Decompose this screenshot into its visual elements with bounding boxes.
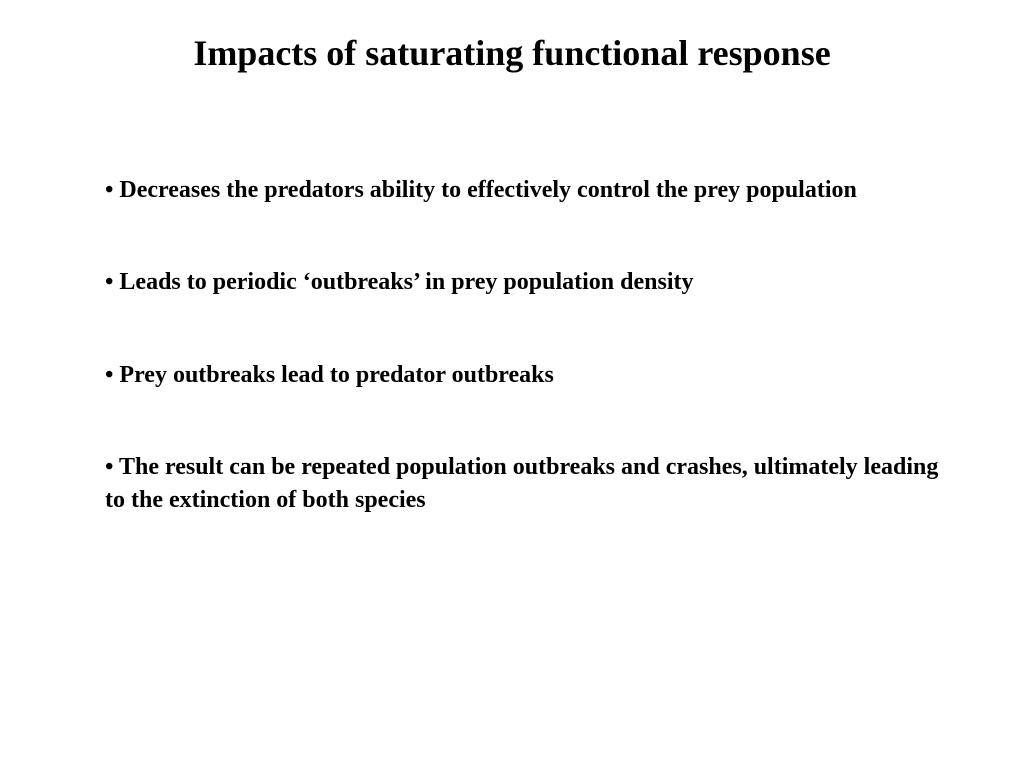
- bullet-item: Leads to periodic ‘outbreaks’ in prey po…: [105, 266, 944, 298]
- bullet-item: Decreases the predators ability to effec…: [105, 174, 944, 206]
- bullet-item: The result can be repeated population ou…: [105, 451, 944, 516]
- slide-container: Impacts of saturating functional respons…: [0, 0, 1024, 768]
- bullet-list: Decreases the predators ability to effec…: [0, 174, 1024, 516]
- bullet-item: Prey outbreaks lead to predator outbreak…: [105, 359, 944, 391]
- slide-title: Impacts of saturating functional respons…: [0, 32, 1024, 74]
